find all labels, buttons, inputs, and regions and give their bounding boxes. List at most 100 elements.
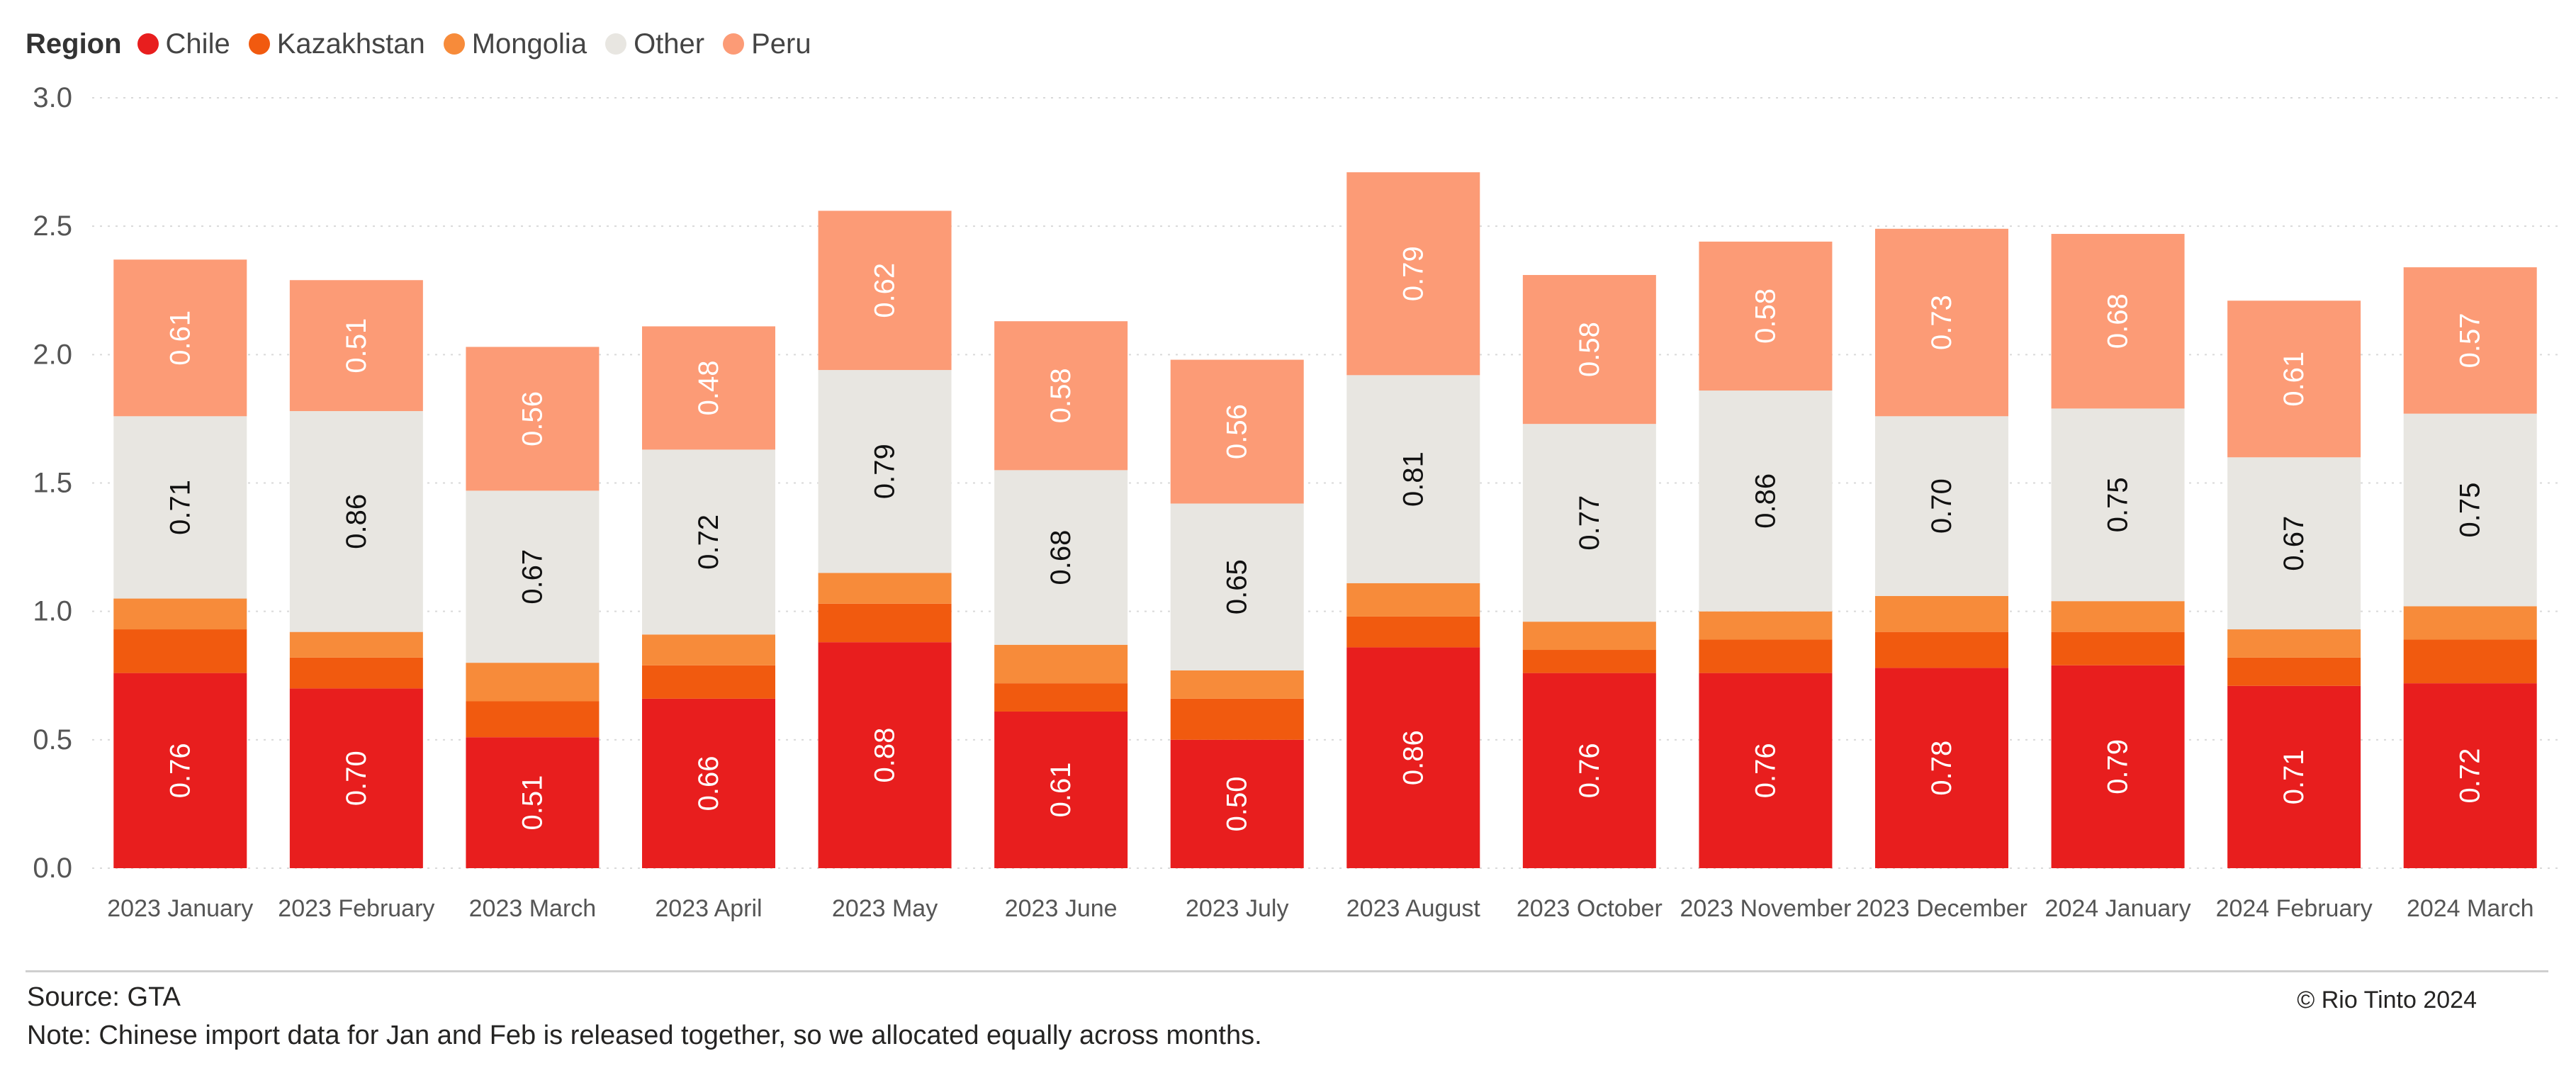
bar-segment-chile [994, 711, 1128, 868]
bar-segment-peru [1875, 228, 2008, 417]
data-label-other: 0.65 [1222, 559, 1253, 614]
bar-segment-other [1699, 391, 1833, 612]
bar-segment-kazakhstan [1875, 631, 2008, 668]
data-label-chile: 0.61 [1045, 763, 1076, 818]
bar-segment-chile [1875, 668, 2008, 868]
bar-segment-kazakhstan [2403, 639, 2537, 684]
bar-segment-mongolia [1522, 622, 1656, 651]
bar-segment-peru [113, 259, 247, 417]
legend-label-other: Other [634, 28, 705, 60]
x-tick-label: 2023 July [1186, 895, 1289, 922]
bar-segment-peru [1699, 241, 1833, 391]
bar-segment-other [2403, 413, 2537, 607]
bar-segment-kazakhstan [642, 665, 775, 699]
data-label-chile: 0.72 [2455, 748, 2486, 804]
bar-segment-other [289, 411, 423, 632]
data-label-peru: 0.62 [870, 263, 901, 318]
legend-item-chile[interactable]: Chile [137, 28, 230, 60]
bar-segment-peru [2403, 267, 2537, 414]
x-tick-label: 2023 June [1005, 895, 1118, 922]
y-tick-label: 3.0 [33, 82, 72, 113]
y-tick-label: 2.5 [33, 210, 72, 242]
data-label-other: 0.75 [2455, 483, 2486, 538]
x-tick-label: 2023 May [832, 895, 938, 922]
bar-segment-other [994, 470, 1128, 645]
x-tick-label: 2024 March [2407, 895, 2534, 922]
bar-segment-kazakhstan [113, 629, 247, 673]
y-tick-label: 0.0 [33, 853, 72, 884]
data-label-chile: 0.76 [1750, 743, 1781, 798]
footer-divider [26, 970, 2548, 972]
bar-segment-mongolia [642, 634, 775, 665]
bar-segment-mongolia [2227, 629, 2361, 658]
bar-segment-chile [289, 688, 423, 868]
bar-segment-chile [2403, 683, 2537, 868]
bar-segment-peru [994, 321, 1128, 471]
bar-segment-other [642, 449, 775, 635]
data-label-chile: 0.71 [2278, 749, 2310, 804]
y-tick-label: 1.5 [33, 468, 72, 499]
data-label-other: 0.86 [1750, 473, 1781, 529]
data-label-peru: 0.58 [1045, 368, 1076, 423]
bar-segment-other [1170, 503, 1304, 671]
bar-segment-peru [2227, 300, 2361, 458]
data-label-other: 0.67 [517, 549, 548, 605]
bar-segment-peru [818, 210, 952, 371]
data-label-chile: 0.78 [1926, 741, 1957, 796]
legend-item-peru[interactable]: Peru [723, 28, 811, 60]
data-label-other: 0.77 [1574, 495, 1605, 551]
x-tick-label: 2023 March [469, 895, 597, 922]
data-label-peru: 0.58 [1574, 322, 1605, 377]
bar-segment-kazakhstan [994, 683, 1128, 712]
bar-segment-peru [642, 326, 775, 450]
data-label-chile: 0.79 [2103, 739, 2134, 794]
data-label-other: 0.75 [2103, 477, 2134, 532]
bar-segment-peru [466, 347, 600, 491]
data-label-peru: 0.56 [517, 391, 548, 446]
legend-title: Region [26, 28, 122, 60]
bar-segment-mongolia [818, 573, 952, 604]
y-tick-label: 2.0 [33, 339, 72, 370]
bar-segment-mongolia [466, 663, 600, 702]
bar-segment-kazakhstan [466, 701, 600, 738]
bar-segment-peru [1346, 172, 1480, 376]
x-tick-label: 2023 October [1517, 895, 1663, 922]
data-label-peru: 0.61 [164, 310, 196, 366]
bar-segment-kazakhstan [2227, 657, 2361, 686]
bar-segment-other [1346, 375, 1480, 583]
legend-label-peru: Peru [751, 28, 811, 60]
legend-swatch-chile [137, 33, 159, 55]
bar-segment-kazakhstan [1522, 650, 1656, 673]
bar-segment-chile [1522, 673, 1656, 868]
x-tick-label: 2024 February [2216, 895, 2373, 922]
bar-segment-chile [466, 737, 600, 868]
note-text: Note: Chinese import data for Jan and Fe… [27, 1021, 1262, 1050]
x-tick-label: 2023 January [107, 895, 253, 922]
data-label-peru: 0.79 [1397, 246, 1429, 301]
bar-segment-kazakhstan [1170, 698, 1304, 740]
legend-label-kazakhstan: Kazakhstan [276, 28, 425, 60]
legend-item-kazakhstan[interactable]: Kazakhstan [248, 28, 425, 60]
legend-item-other[interactable]: Other [605, 28, 704, 60]
bar-segment-peru [2051, 234, 2185, 409]
data-label-peru: 0.61 [2278, 352, 2310, 407]
data-label-peru: 0.73 [1926, 295, 1957, 350]
x-tick-label: 2023 November [1680, 895, 1851, 922]
legend-item-mongolia[interactable]: Mongolia [443, 28, 587, 60]
x-tick-label: 2023 April [655, 895, 762, 922]
data-label-other: 0.67 [2278, 516, 2310, 571]
bar-segment-other [1875, 416, 2008, 596]
bar-segment-other [2227, 457, 2361, 630]
data-label-other: 0.68 [1045, 530, 1076, 585]
bar-segment-chile [2051, 665, 2185, 868]
bar-segment-mongolia [1699, 611, 1833, 640]
data-label-other: 0.71 [164, 480, 196, 535]
bar-segment-chile [1346, 647, 1480, 868]
bar-segment-peru [289, 280, 423, 412]
data-label-peru: 0.48 [693, 361, 724, 416]
legend-swatch-mongolia [443, 33, 465, 55]
x-tick-label: 2023 December [1856, 895, 2027, 922]
bar-segment-mongolia [1875, 595, 2008, 632]
legend-label-mongolia: Mongolia [471, 28, 587, 60]
copyright-text: © Rio Tinto 2024 [2297, 987, 2477, 1013]
